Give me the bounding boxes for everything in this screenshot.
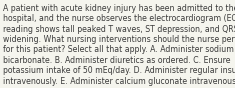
Text: intravenously. E. Administer calcium gluconate intravenously.: intravenously. E. Administer calcium glu… — [3, 77, 235, 86]
Text: A patient with acute kidney injury has been admitted to the: A patient with acute kidney injury has b… — [3, 4, 235, 13]
Text: reading shows tall peaked T waves, ST depression, and QRS: reading shows tall peaked T waves, ST de… — [3, 25, 235, 34]
Text: for this patient? Select all that apply. A. Administer sodium: for this patient? Select all that apply.… — [3, 45, 234, 54]
Text: bicarbonate. B. Administer diuretics as ordered. C. Ensure: bicarbonate. B. Administer diuretics as … — [3, 56, 230, 65]
Text: potassium intake of 50 mEq/day. D. Administer regular insulin: potassium intake of 50 mEq/day. D. Admin… — [3, 66, 235, 75]
Text: hospital, and the nurse observes the electrocardiogram (ECG): hospital, and the nurse observes the ele… — [3, 14, 235, 23]
Text: widening. What nursing interventions should the nurse perform: widening. What nursing interventions sho… — [3, 35, 235, 44]
